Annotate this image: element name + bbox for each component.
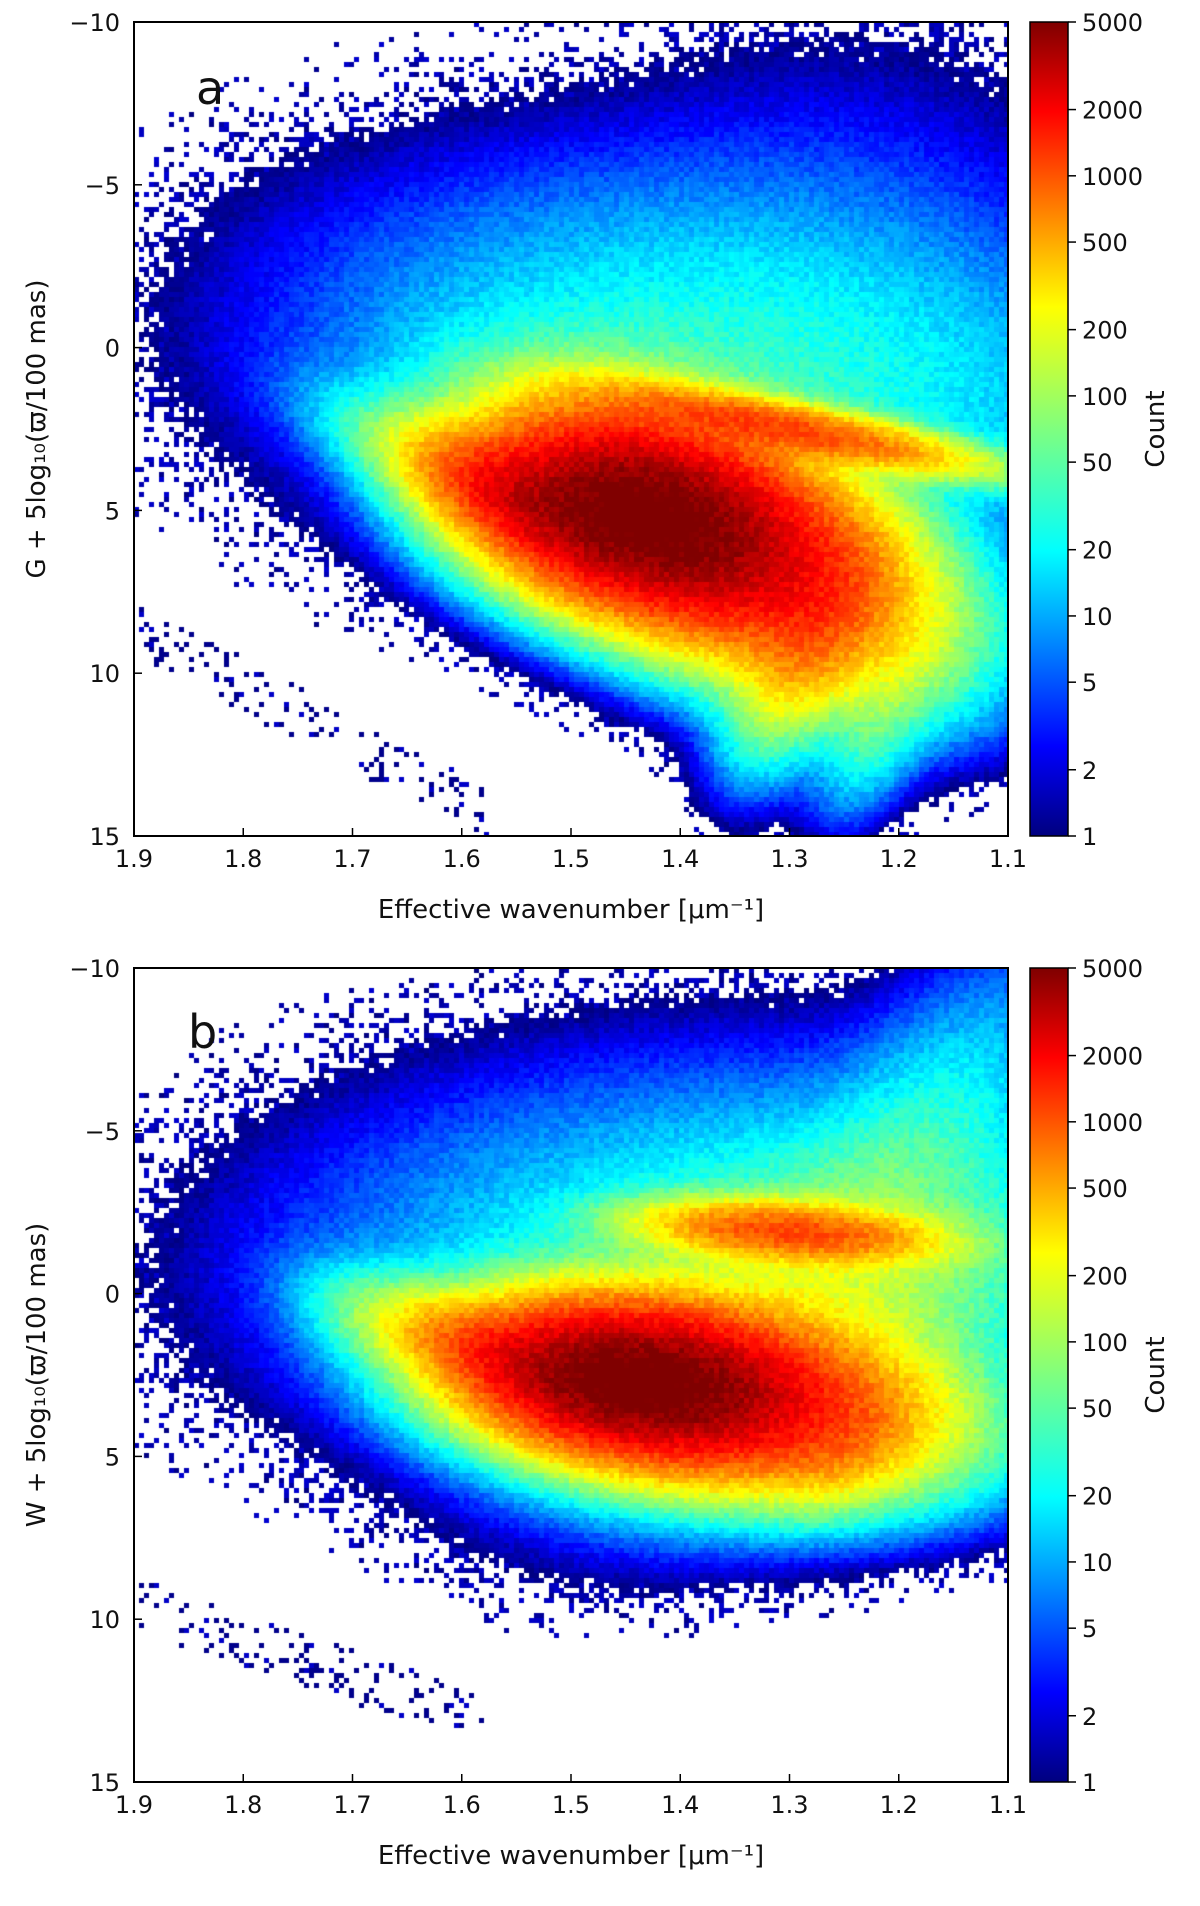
panel-a-colorbar: 5000 2000 1000 500 200 100 50 20 10 5 2 1 Count <box>1029 9 1171 851</box>
panel-b-ylabel: W + 5log₁₀(ϖ/100 mas) <box>22 1223 52 1528</box>
panel-b-colorbar-tick-label: 1 <box>1082 1769 1097 1797</box>
panel-a-x-tick-label: 1.1 <box>989 845 1027 873</box>
panel-a-y-tick-label: 15 <box>89 823 120 851</box>
panel-a-colorbar-tick-label: 50 <box>1082 449 1113 477</box>
panel-b-y-tick-label: −5 <box>85 1118 120 1146</box>
panel-b-x-tick-label: 1.6 <box>443 1791 481 1819</box>
panel-a-ylabel: G + 5log₁₀(ϖ/100 mas) <box>22 280 52 579</box>
panel-a-x-tick-label: 1.5 <box>552 845 590 873</box>
panel-b-colorbar-tick-label: 20 <box>1082 1483 1113 1511</box>
panel-b-colorbar-tick-label: 5 <box>1082 1615 1097 1643</box>
panel-b-x-tick-label: 1.4 <box>661 1791 699 1819</box>
panel-a-x-tick-label: 1.9 <box>115 845 153 873</box>
panel-a-xlabel: Effective wavenumber [μm⁻¹] <box>378 895 764 925</box>
panel-b-colorbar-label: Count <box>1141 1336 1171 1413</box>
panel-b-x-tick-label: 1.7 <box>333 1791 371 1819</box>
panel-a-colorbar-tick-label: 2000 <box>1082 97 1143 125</box>
panel-a-colorbar-ticks: 5000 2000 1000 500 200 100 50 20 10 5 2 1 <box>1068 9 1143 851</box>
panel-b-colorbar-tick-label: 10 <box>1082 1549 1113 1577</box>
panel-b-colorbar-tick-label: 500 <box>1082 1175 1128 1203</box>
panel-b-y-tick-label: −10 <box>69 955 120 983</box>
panel-b-x-tick-label: 1.8 <box>224 1791 262 1819</box>
panel-a-y-tick-label: −10 <box>69 9 120 37</box>
panel-b-y-ticks: −10 −5 0 5 10 15 <box>69 955 142 1797</box>
panel-a-colorbar-tick-label: 200 <box>1082 317 1128 345</box>
panel-b-x-tick-label: 1.9 <box>115 1791 153 1819</box>
panel-a-colorbar-tick-label: 100 <box>1082 383 1128 411</box>
panel-a-y-tick-label: −5 <box>85 172 120 200</box>
panel-b-x-ticks: 1.9 1.8 1.7 1.6 1.5 1.4 1.3 1.2 1.1 <box>115 1774 1027 1819</box>
panel-b-colorbar-ticks: 5000 2000 1000 500 200 100 50 20 10 5 2 1 <box>1068 955 1143 1797</box>
panel-a-heatmap <box>134 22 1008 836</box>
panel-a-colorbar-tick-label: 5000 <box>1082 9 1143 37</box>
panel-b-y-tick-label: 10 <box>89 1606 120 1634</box>
panel-a-x-tick-label: 1.2 <box>880 845 918 873</box>
panel-a-x-tick-label: 1.6 <box>443 845 481 873</box>
panel-a-colorbar-tick-label: 10 <box>1082 603 1113 631</box>
panel-b-letter: b <box>188 1005 217 1059</box>
panel-b-x-tick-label: 1.2 <box>880 1791 918 1819</box>
panel-b-x-tick-label: 1.1 <box>989 1791 1027 1819</box>
panel-a-colorbar-tick-label: 500 <box>1082 229 1128 257</box>
panel-a-x-tick-label: 1.3 <box>770 845 808 873</box>
panel-b-colorbar-tick-label: 2 <box>1082 1703 1097 1731</box>
panel-a-y-tick-label: 0 <box>105 335 120 363</box>
panel-a-x-tick-label: 1.7 <box>333 845 371 873</box>
panel-a-x-ticks: 1.9 1.8 1.7 1.6 1.5 1.4 1.3 1.2 1.1 <box>115 828 1027 873</box>
panel-a-y-tick-label: 5 <box>105 497 120 525</box>
panel-a-colorbar-label: Count <box>1141 390 1171 467</box>
panel-b-colorbar-tick-label: 50 <box>1082 1395 1113 1423</box>
panel-b-y-tick-label: 15 <box>89 1769 120 1797</box>
panel-a-colorbar-tick-label: 2 <box>1082 757 1097 785</box>
panel-a-colorbar-tick-label: 1000 <box>1082 163 1143 191</box>
panel-b: b 1.9 1.8 1.7 1.6 1.5 1.4 1.3 1.2 1.1 −10 −5 0 5 10 1… <box>22 955 1171 1871</box>
panel-a: a 1.9 1.8 1.7 1.6 1.5 1.4 1.3 1.2 1.1 −10 −5 0 5 10 1… <box>22 9 1171 925</box>
panel-a-colorbar-tick-label: 5 <box>1082 669 1097 697</box>
panel-a-letter: a <box>196 61 224 115</box>
panel-b-colorbar: 5000 2000 1000 500 200 100 50 20 10 5 2 1 Count <box>1029 955 1171 1797</box>
panel-a-colorbar-tick-label: 20 <box>1082 537 1113 565</box>
panel-a-colorbar-tick-label: 1 <box>1082 823 1097 851</box>
panel-b-colorbar-tick-label: 200 <box>1082 1263 1128 1291</box>
panel-b-colorbar-tick-label: 2000 <box>1082 1043 1143 1071</box>
panel-b-heatmap <box>134 968 1008 1782</box>
panel-a-y-tick-label: 10 <box>89 660 120 688</box>
panel-b-colorbar-tick-label: 100 <box>1082 1329 1128 1357</box>
panel-b-x-tick-label: 1.3 <box>770 1791 808 1819</box>
panel-b-y-tick-label: 0 <box>105 1281 120 1309</box>
panel-b-xlabel: Effective wavenumber [μm⁻¹] <box>378 1841 764 1871</box>
panel-a-x-tick-label: 1.8 <box>224 845 262 873</box>
panel-a-colorbar-bar <box>1029 21 1069 837</box>
panel-b-colorbar-bar <box>1029 967 1069 1783</box>
panel-b-x-tick-label: 1.5 <box>552 1791 590 1819</box>
panel-a-x-tick-label: 1.4 <box>661 845 699 873</box>
panel-a-y-ticks: −10 −5 0 5 10 15 <box>69 9 142 851</box>
panel-b-colorbar-tick-label: 5000 <box>1082 955 1143 983</box>
panel-b-y-tick-label: 5 <box>105 1443 120 1471</box>
panel-b-colorbar-tick-label: 1000 <box>1082 1109 1143 1137</box>
